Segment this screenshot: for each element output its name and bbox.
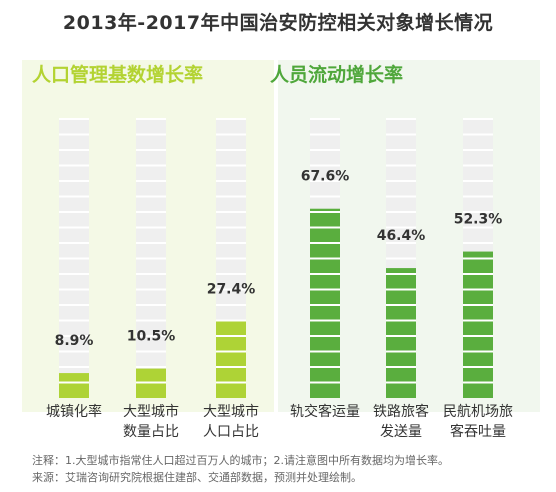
category-label: 数量占比 <box>123 424 179 440</box>
category-label: 客吞吐量 <box>450 423 506 440</box>
category-label: 大型城市 <box>203 403 259 420</box>
group-title-1: 人口管理基数增长率 <box>32 63 203 86</box>
data-label: 8.9% <box>55 333 94 349</box>
data-label: 52.3% <box>454 212 503 228</box>
group-title-2: 人员流动增长率 <box>270 63 403 86</box>
note-text: 注释：1.大型城市指常住人口超过百万人的城市；2.请注意图中所有数据均为增长率。 <box>32 454 449 467</box>
data-label: 46.4% <box>377 228 426 244</box>
category-label: 铁路旅客 <box>373 403 429 420</box>
category-label: 人口占比 <box>203 424 259 440</box>
category-label: 大型城市 <box>123 403 179 420</box>
category-label: 轨交客运量 <box>290 403 360 420</box>
data-label: 10.5% <box>127 329 176 345</box>
category-label: 城镇化率 <box>46 403 102 420</box>
source-text: 来源：艾瑞咨询研究院根据住建部、交通部数据，预测并处理绘制。 <box>32 471 362 484</box>
data-label: 27.4% <box>207 281 256 297</box>
chart-notes: 注释：1.大型城市指常住人口超过百万人的城市；2.请注意图中所有数据均为增长率。… <box>32 452 542 486</box>
bar <box>386 268 416 398</box>
bar <box>463 251 493 398</box>
page-title: 2013年-2017年中国治安防控相关对象增长情况 <box>62 12 494 34</box>
category-label: 发送量 <box>380 424 422 440</box>
bar <box>59 373 89 398</box>
data-label: 67.6% <box>301 169 350 185</box>
bar <box>310 208 340 398</box>
category-label: 民航机场旅 <box>443 404 513 420</box>
bar <box>216 321 246 398</box>
